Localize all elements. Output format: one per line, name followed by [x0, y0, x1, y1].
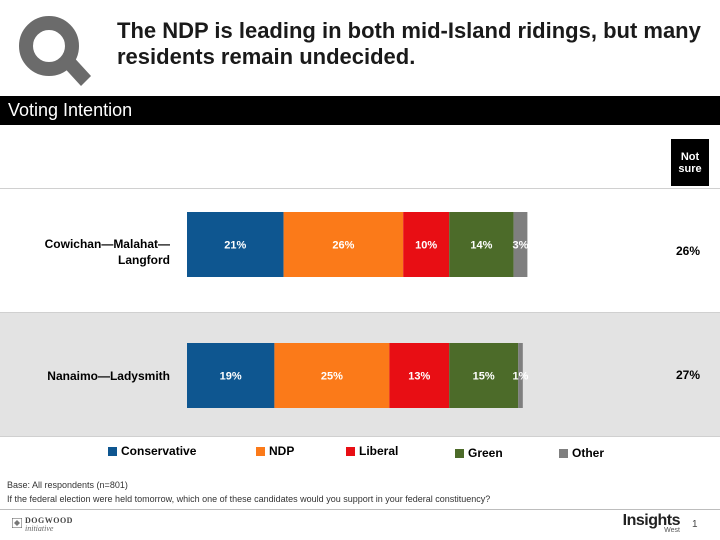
bar-segment-ndp — [283, 212, 404, 277]
data-label: 15% — [473, 371, 495, 383]
bar-segment-ndp — [274, 343, 390, 408]
bar-segment-green — [449, 343, 519, 408]
data-label: 1% — [513, 371, 529, 383]
data-label: 3% — [513, 240, 529, 252]
data-label: 14% — [470, 240, 492, 252]
legend-label: Liberal — [359, 444, 399, 458]
legend-swatch — [346, 446, 355, 456]
legend-label: Conservative — [121, 444, 197, 458]
legend-swatch — [559, 448, 568, 458]
footnote-base: Base: All respondents (n=801) — [7, 480, 128, 490]
not-sure-header-line-2: sure — [678, 162, 702, 175]
category-label-nanaimo: Nanaimo—Ladysmith — [10, 368, 170, 384]
dogwood-initiative-logo: DOGWOOD initiative — [12, 517, 73, 533]
page-number: 1 — [692, 519, 698, 530]
not-sure-value: 26% — [676, 244, 701, 258]
data-label: 21% — [224, 240, 246, 252]
legend-label: Other — [572, 446, 605, 460]
legend-item-liberal: Liberal — [346, 444, 398, 458]
data-label: 10% — [415, 240, 437, 252]
bar-segment-conservative — [187, 212, 284, 277]
bar-segment-liberal — [389, 343, 450, 408]
not-sure-value: 27% — [676, 368, 701, 382]
legend-item-conservative: Conservative — [108, 444, 196, 458]
insights-west-logo: Insights West — [622, 512, 681, 534]
row-separator — [0, 436, 720, 437]
legend-swatch — [108, 446, 117, 456]
not-sure-header-line-1: Not — [680, 150, 700, 163]
magnifier-q-icon — [19, 16, 91, 86]
not-sure-header: Not sure — [671, 139, 709, 186]
bar-segment-green — [449, 212, 514, 277]
category-label-line: Nanaimo—Ladysmith — [47, 369, 170, 383]
category-label-cowichan: Cowichan—Malahat— Langford — [10, 236, 170, 268]
dogwood-logo-text: DOGWOOD — [25, 516, 73, 525]
data-label: 26% — [332, 240, 354, 252]
insights-logo-subtext: West — [664, 527, 680, 534]
dogwood-logo-subtext: initiative — [25, 524, 54, 533]
section-title: Voting Intention — [8, 100, 133, 120]
legend-item-ndp: NDP — [256, 444, 294, 458]
bar-segment-conservative — [187, 343, 275, 408]
data-label: 13% — [408, 371, 430, 383]
bar-segment-other — [518, 343, 523, 408]
dogwood-flower-icon — [12, 518, 22, 528]
legend-swatch — [256, 446, 265, 456]
section-title-bar: Voting Intention — [0, 96, 720, 125]
legend-label: NDP — [269, 444, 295, 458]
headline: The NDP is leading in both mid-Island ri… — [117, 18, 701, 69]
footnote-question: If the federal election were held tomorr… — [7, 494, 491, 504]
row-separator — [0, 188, 720, 189]
bar-segment-other — [513, 212, 528, 277]
legend-swatch — [455, 448, 464, 458]
data-label: 19% — [220, 371, 242, 383]
footer-divider — [0, 509, 720, 510]
category-label-line: Langford — [118, 253, 170, 267]
chart-legend: Conservative NDP Liberal Green Other — [0, 444, 720, 464]
legend-item-other: Other — [559, 446, 604, 460]
insights-logo-text: Insights — [622, 512, 681, 529]
bar-segment-liberal — [403, 212, 450, 277]
legend-item-green: Green — [455, 446, 503, 460]
row-separator — [0, 312, 720, 313]
legend-label: Green — [468, 446, 503, 460]
data-label: 25% — [321, 371, 343, 383]
category-label-line: Cowichan—Malahat— — [44, 237, 170, 251]
